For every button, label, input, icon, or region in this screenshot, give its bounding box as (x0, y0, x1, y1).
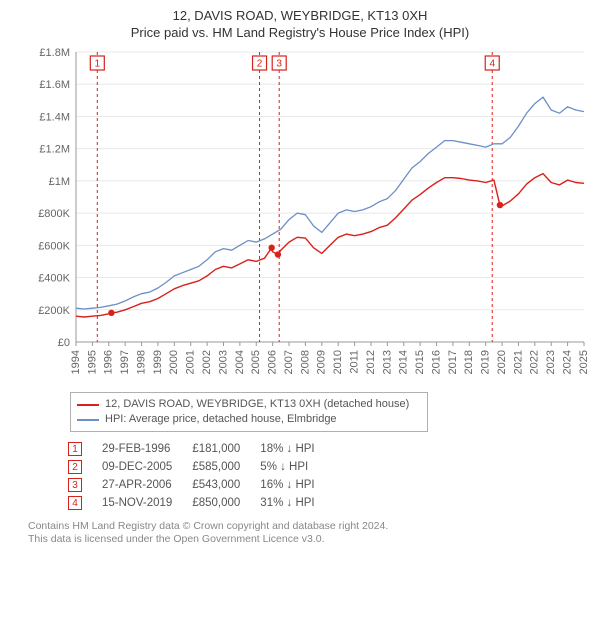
sale-price: £181,000 (182, 440, 250, 458)
sale-marker: 1 (68, 442, 82, 456)
sale-marker: 4 (68, 496, 82, 510)
sale-delta: 5% ↓ HPI (250, 458, 324, 476)
svg-text:£1.4M: £1.4M (39, 111, 70, 123)
svg-text:2009: 2009 (316, 350, 328, 374)
sale-row: 2 09-DEC-2005£585,0005% ↓ HPI (58, 458, 325, 476)
chart-title-sub: Price paid vs. HM Land Registry's House … (12, 25, 588, 40)
legend-item: 12, DAVIS ROAD, WEYBRIDGE, KT13 0XH (det… (77, 397, 421, 412)
sale-delta: 18% ↓ HPI (250, 440, 324, 458)
legend-label: 12, DAVIS ROAD, WEYBRIDGE, KT13 0XH (det… (105, 397, 409, 412)
sale-price: £543,000 (182, 476, 250, 494)
sale-date: 15-NOV-2019 (92, 494, 182, 512)
svg-text:2012: 2012 (365, 350, 377, 374)
svg-text:£1.2M: £1.2M (39, 144, 70, 156)
svg-text:2020: 2020 (496, 350, 508, 374)
legend-item: HPI: Average price, detached house, Elmb… (77, 412, 421, 427)
svg-text:2002: 2002 (201, 350, 213, 374)
svg-text:2016: 2016 (430, 350, 442, 374)
svg-text:2001: 2001 (185, 350, 197, 374)
sale-row: 3 27-APR-2006£543,00016% ↓ HPI (58, 476, 325, 494)
svg-text:1999: 1999 (152, 350, 164, 374)
svg-text:£1M: £1M (49, 176, 70, 188)
svg-text:2022: 2022 (529, 350, 541, 374)
sale-marker: 2 (68, 460, 82, 474)
sale-price: £850,000 (182, 494, 250, 512)
footnote-line-2: This data is licensed under the Open Gov… (28, 533, 588, 546)
svg-text:2025: 2025 (578, 350, 590, 374)
svg-text:£800K: £800K (38, 208, 70, 220)
svg-text:£400K: £400K (38, 273, 70, 285)
svg-text:£200K: £200K (38, 305, 70, 317)
sales-table: 1 29-FEB-1996£181,00018% ↓ HPI 2 09-DEC-200… (58, 440, 588, 512)
svg-text:£600K: £600K (38, 240, 70, 252)
svg-text:1997: 1997 (119, 350, 131, 374)
svg-text:£1.8M: £1.8M (39, 47, 70, 59)
svg-text:2017: 2017 (447, 350, 459, 374)
legend-box: 12, DAVIS ROAD, WEYBRIDGE, KT13 0XH (det… (70, 392, 428, 432)
svg-text:£1.6M: £1.6M (39, 79, 70, 91)
svg-text:1994: 1994 (70, 350, 82, 374)
svg-text:2023: 2023 (545, 350, 557, 374)
svg-text:2007: 2007 (283, 350, 295, 374)
svg-text:2005: 2005 (250, 350, 262, 374)
svg-text:2024: 2024 (562, 350, 574, 374)
svg-text:2021: 2021 (512, 350, 524, 374)
svg-text:2014: 2014 (398, 350, 410, 374)
legend-swatch (77, 419, 99, 421)
sale-row: 1 29-FEB-1996£181,00018% ↓ HPI (58, 440, 325, 458)
footnote-line-1: Contains HM Land Registry data © Crown c… (28, 520, 588, 533)
svg-text:4: 4 (489, 59, 495, 70)
sale-date: 27-APR-2006 (92, 476, 182, 494)
sale-price: £585,000 (182, 458, 250, 476)
svg-text:2018: 2018 (463, 350, 475, 374)
svg-text:2015: 2015 (414, 350, 426, 374)
svg-text:1996: 1996 (103, 350, 115, 374)
chart-title-main: 12, DAVIS ROAD, WEYBRIDGE, KT13 0XH (12, 8, 588, 23)
svg-text:2: 2 (257, 59, 263, 70)
svg-text:2000: 2000 (168, 350, 180, 374)
legend-label: HPI: Average price, detached house, Elmb… (105, 412, 337, 427)
svg-text:2004: 2004 (234, 350, 246, 374)
chart-svg: £0 £200K £400K £600K £800K £1M £1.2M £1.4M £1.6M… (30, 46, 590, 382)
svg-text:2010: 2010 (332, 350, 344, 374)
svg-text:1998: 1998 (135, 350, 147, 374)
svg-text:2013: 2013 (381, 350, 393, 374)
sale-delta: 16% ↓ HPI (250, 476, 324, 494)
sale-date: 29-FEB-1996 (92, 440, 182, 458)
sale-row: 4 15-NOV-2019£850,00031% ↓ HPI (58, 494, 325, 512)
svg-text:2006: 2006 (267, 350, 279, 374)
svg-text:2008: 2008 (299, 350, 311, 374)
svg-text:2019: 2019 (480, 350, 492, 374)
sale-marker: 3 (68, 478, 82, 492)
svg-text:1: 1 (95, 59, 101, 70)
sale-delta: 31% ↓ HPI (250, 494, 324, 512)
legend-swatch (77, 404, 99, 406)
svg-text:£0: £0 (58, 337, 70, 349)
sale-date: 09-DEC-2005 (92, 458, 182, 476)
footnote: Contains HM Land Registry data © Crown c… (28, 520, 588, 546)
chart-titles: 12, DAVIS ROAD, WEYBRIDGE, KT13 0XH Pric… (12, 8, 588, 40)
svg-text:1995: 1995 (86, 350, 98, 374)
svg-text:2011: 2011 (348, 350, 360, 374)
price-chart: £0 £200K £400K £600K £800K £1M £1.2M £1.4M £1.6M… (30, 46, 590, 382)
svg-text:3: 3 (276, 59, 282, 70)
svg-text:2003: 2003 (217, 350, 229, 374)
